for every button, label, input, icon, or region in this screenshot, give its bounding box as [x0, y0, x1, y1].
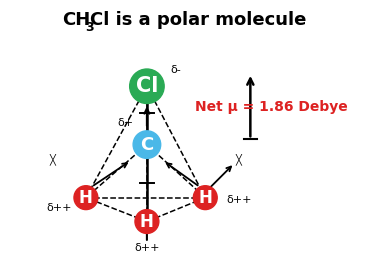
Text: H: H [198, 189, 212, 207]
Text: δ-: δ- [171, 65, 182, 75]
Text: H: H [79, 189, 93, 207]
Text: H: H [140, 213, 154, 230]
Circle shape [130, 69, 164, 103]
Text: CH: CH [62, 11, 90, 29]
Text: 3: 3 [85, 21, 94, 34]
Text: ╳: ╳ [235, 153, 242, 165]
Text: δ++: δ++ [134, 243, 160, 253]
Text: Cl is a polar molecule: Cl is a polar molecule [90, 11, 307, 29]
Circle shape [193, 186, 217, 210]
Circle shape [135, 210, 159, 233]
Text: δ++: δ++ [227, 195, 252, 205]
Circle shape [74, 186, 98, 210]
Text: δ++: δ++ [46, 203, 72, 213]
Text: ╳: ╳ [50, 153, 56, 165]
Text: Net μ = 1.86 Debye: Net μ = 1.86 Debye [195, 100, 348, 114]
Circle shape [133, 131, 161, 158]
Text: C: C [140, 136, 154, 154]
Text: Cl: Cl [136, 76, 158, 96]
Text: δ+: δ+ [118, 118, 134, 128]
